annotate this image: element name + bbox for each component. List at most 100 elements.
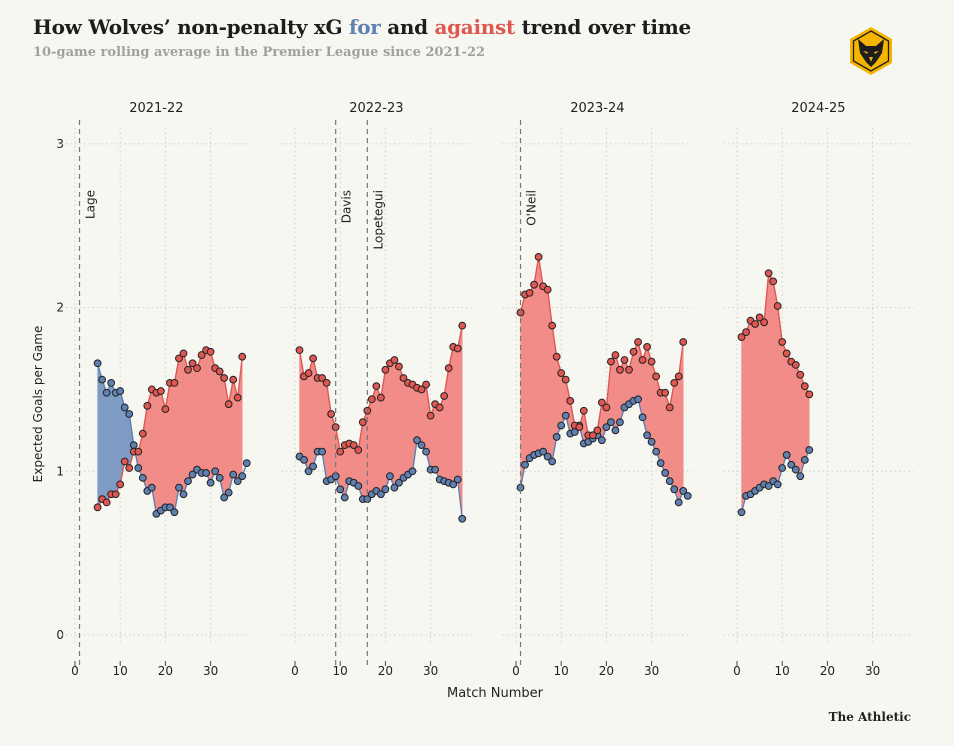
against-point: [525, 288, 534, 297]
for-point: [184, 477, 192, 486]
for-point: [800, 455, 809, 464]
season-label: 2024-25: [791, 101, 845, 116]
against-point: [543, 285, 552, 294]
panel-2024-25: 2024-25 0 10 20 30: [723, 101, 914, 678]
against-fill-area: [786, 353, 792, 465]
against-fill-area: [205, 349, 211, 483]
for-point: [521, 460, 529, 469]
against-fill-area: [394, 359, 400, 489]
against-fill-area: [407, 382, 413, 476]
x-tick-label: 10: [775, 664, 790, 678]
for-point: [202, 469, 210, 477]
manager-label: Lopetegui: [371, 190, 385, 249]
for-point: [597, 436, 606, 445]
against-point: [156, 387, 165, 395]
against-point: [233, 393, 242, 402]
for-point: [233, 477, 242, 486]
against-point: [358, 418, 367, 427]
against-point: [188, 359, 197, 368]
x-tick-label: 20: [820, 664, 835, 678]
for-point: [458, 514, 467, 523]
for-point: [764, 482, 773, 490]
against-point: [769, 277, 778, 286]
against-point: [552, 352, 561, 361]
for-point: [125, 410, 134, 418]
against-point: [336, 447, 345, 456]
x-tick-label: 0: [512, 664, 520, 678]
against-point: [295, 346, 304, 355]
against-point: [561, 375, 570, 384]
for-point: [422, 447, 430, 456]
against-point: [616, 365, 624, 374]
against-point: [322, 379, 331, 387]
x-tick-label: 10: [333, 664, 348, 678]
against-point: [161, 405, 170, 413]
for-point: [661, 469, 670, 477]
against-fill-area: [673, 375, 679, 503]
against-fill-area: [196, 354, 202, 474]
for-point: [93, 359, 102, 368]
against-point: [625, 365, 633, 374]
against-point: [665, 403, 674, 412]
against-point: [588, 431, 597, 440]
against-point: [593, 426, 602, 435]
for-point: [607, 418, 615, 427]
for-fill-area: [115, 390, 121, 495]
against-point: [422, 380, 430, 389]
wolf-head-shape: [858, 39, 884, 67]
for-point: [170, 508, 179, 517]
against-point: [179, 349, 188, 358]
title-mid: and: [380, 15, 435, 39]
for-point: [778, 464, 787, 472]
title-against-word: against: [434, 15, 515, 39]
against-fill-area: [385, 362, 391, 490]
against-point: [805, 390, 814, 399]
against-point: [643, 342, 651, 351]
for-point: [166, 503, 174, 512]
against-fill-area: [183, 353, 189, 495]
against-fill-area: [192, 362, 198, 476]
against-point: [354, 446, 363, 454]
for-point: [796, 472, 805, 481]
for-point: [147, 483, 156, 492]
x-tick-label: 20: [378, 664, 393, 678]
against-point: [206, 347, 215, 356]
for-point: [679, 487, 688, 495]
for-point: [134, 464, 143, 472]
panel-2021-22: 2021-22 0 10 20 30 Lage: [61, 101, 252, 678]
against-point: [629, 347, 638, 356]
against-fill-area: [790, 361, 797, 471]
y-tick-label: 0: [56, 628, 64, 642]
against-fill-area: [223, 377, 229, 499]
against-point: [229, 375, 238, 384]
against-fill-area: [750, 320, 756, 495]
against-point: [93, 503, 102, 512]
for-point: [611, 426, 620, 435]
for-point: [634, 395, 642, 404]
x-tick-label: 0: [71, 664, 79, 678]
against-point: [215, 367, 224, 376]
for-point: [98, 375, 107, 384]
against-point: [395, 362, 403, 371]
against-point: [579, 406, 588, 415]
against-point: [742, 328, 750, 337]
against-point: [349, 441, 358, 450]
against-point: [444, 364, 453, 373]
for-fill-area: [101, 379, 107, 503]
x-axis-label: Match Number: [447, 686, 544, 701]
for-point: [238, 472, 247, 481]
against-point: [390, 356, 399, 364]
for-point: [318, 447, 327, 456]
against-point: [638, 356, 647, 364]
against-point: [602, 403, 611, 412]
for-point: [652, 447, 661, 456]
against-fill-area: [772, 281, 778, 485]
against-point: [530, 280, 538, 289]
for-point: [616, 418, 624, 427]
against-point: [607, 357, 615, 366]
against-point: [381, 365, 390, 374]
against-point: [417, 385, 426, 394]
against-point: [238, 352, 247, 361]
for-point: [737, 508, 746, 517]
